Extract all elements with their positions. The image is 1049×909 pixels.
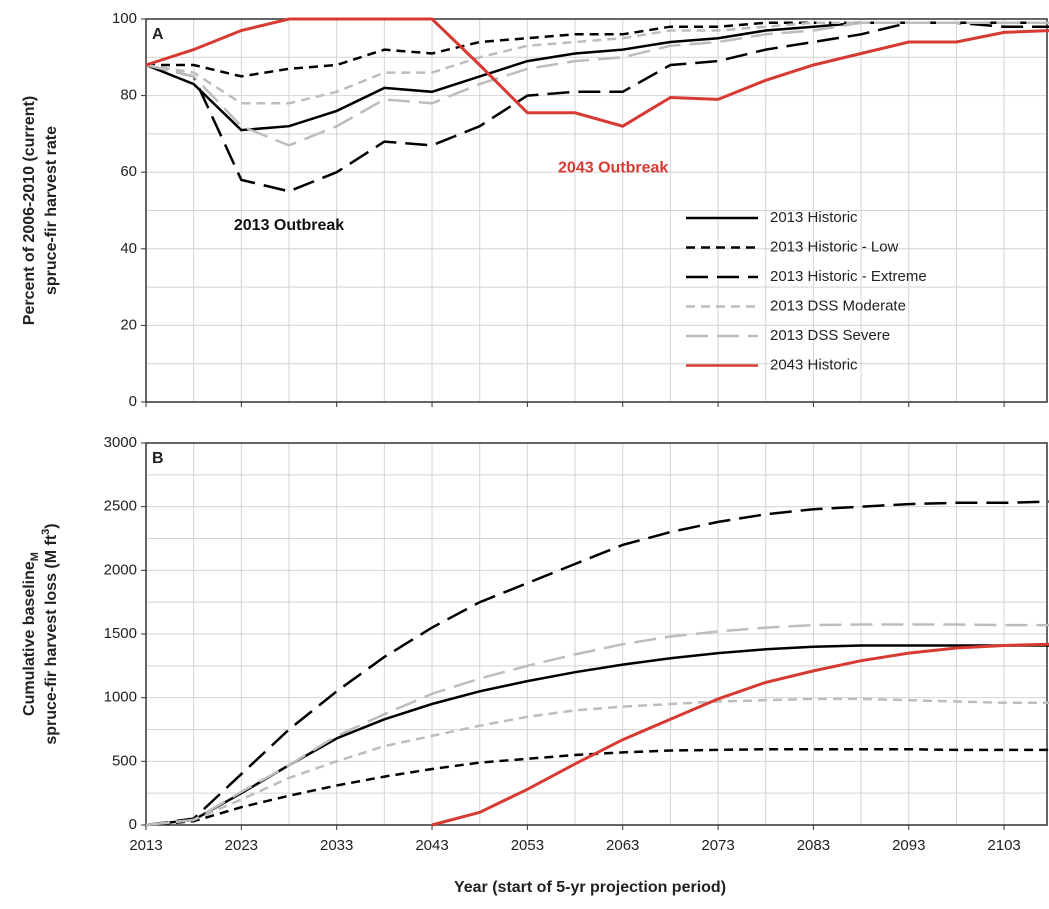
y-tick-label: 2000	[104, 561, 137, 578]
x-tick-label: 2033	[320, 837, 353, 854]
x-tick-label: 2053	[511, 837, 544, 854]
series-line	[431, 642, 1049, 827]
y-tick-label: 0	[129, 816, 137, 833]
x-tick-label: 2013	[129, 837, 162, 854]
plot-frame	[145, 442, 1048, 826]
y-tick-label: 0	[129, 393, 137, 410]
x-tick-label: 2093	[892, 837, 925, 854]
y-tick-label: 60	[120, 163, 137, 180]
x-tick-label: 2073	[701, 837, 734, 854]
y-axis-label-part: Cumulative baseline	[21, 561, 38, 716]
annotation: 2013 Outbreak	[234, 217, 344, 234]
y-tick-label: 40	[120, 240, 137, 257]
series-line	[145, 623, 1049, 827]
legend-label: 2013 Historic	[770, 209, 858, 226]
series-line	[145, 697, 1049, 827]
x-tick-label: 2043	[415, 837, 448, 854]
plot-frame	[145, 18, 1048, 403]
y-axis-label: Percent of 2006-2010 (current)	[21, 96, 38, 325]
y-axis-label-part: spruce-fir harvest loss (M ft	[43, 534, 60, 745]
y-tick-label: 80	[120, 87, 137, 104]
series-line	[145, 747, 1049, 827]
legend-label: 2013 DSS Severe	[770, 327, 890, 344]
y-axis-label-part: )	[43, 523, 60, 528]
series-line	[145, 21, 1049, 105]
y-axis-label-sup: 3	[40, 529, 52, 535]
series-line	[146, 21, 1049, 78]
series-line	[145, 21, 1049, 147]
x-tick-label: 2023	[225, 837, 258, 854]
y-axis-label-sub: M	[29, 552, 41, 561]
y-tick-label: 1000	[104, 689, 137, 706]
y-tick-label: 1500	[104, 625, 137, 642]
annotation: 2043 Outbreak	[558, 160, 668, 177]
panel-label: A	[152, 26, 164, 43]
x-tick-label: 2063	[606, 837, 639, 854]
y-tick-label: 500	[112, 752, 137, 769]
x-tick-label: 2083	[797, 837, 830, 854]
y-tick-label: 20	[120, 316, 137, 333]
series-line	[145, 500, 1049, 827]
legend-label: 2013 Historic - Extreme	[770, 268, 927, 285]
panel-label: B	[152, 450, 164, 467]
series-line	[145, 17, 1049, 128]
legend-label: 2043 Historic	[770, 356, 858, 373]
y-tick-label: 100	[112, 10, 137, 27]
series-line	[145, 21, 1049, 132]
y-tick-label: 3000	[104, 434, 137, 451]
y-axis-label: Cumulative baselineM	[21, 552, 41, 716]
x-axis-label: Year (start of 5-yr projection period)	[454, 879, 726, 896]
series-line	[145, 21, 1049, 193]
y-tick-label: 2500	[104, 498, 137, 515]
y-axis-label: spruce-fir harvest rate	[43, 126, 60, 295]
legend-label: 2013 DSS Moderate	[770, 297, 906, 314]
y-axis-label: spruce-fir harvest loss (M ft3)	[40, 523, 60, 744]
legend-label: 2013 Historic - Low	[770, 238, 899, 255]
x-tick-label: 2103	[987, 837, 1020, 854]
